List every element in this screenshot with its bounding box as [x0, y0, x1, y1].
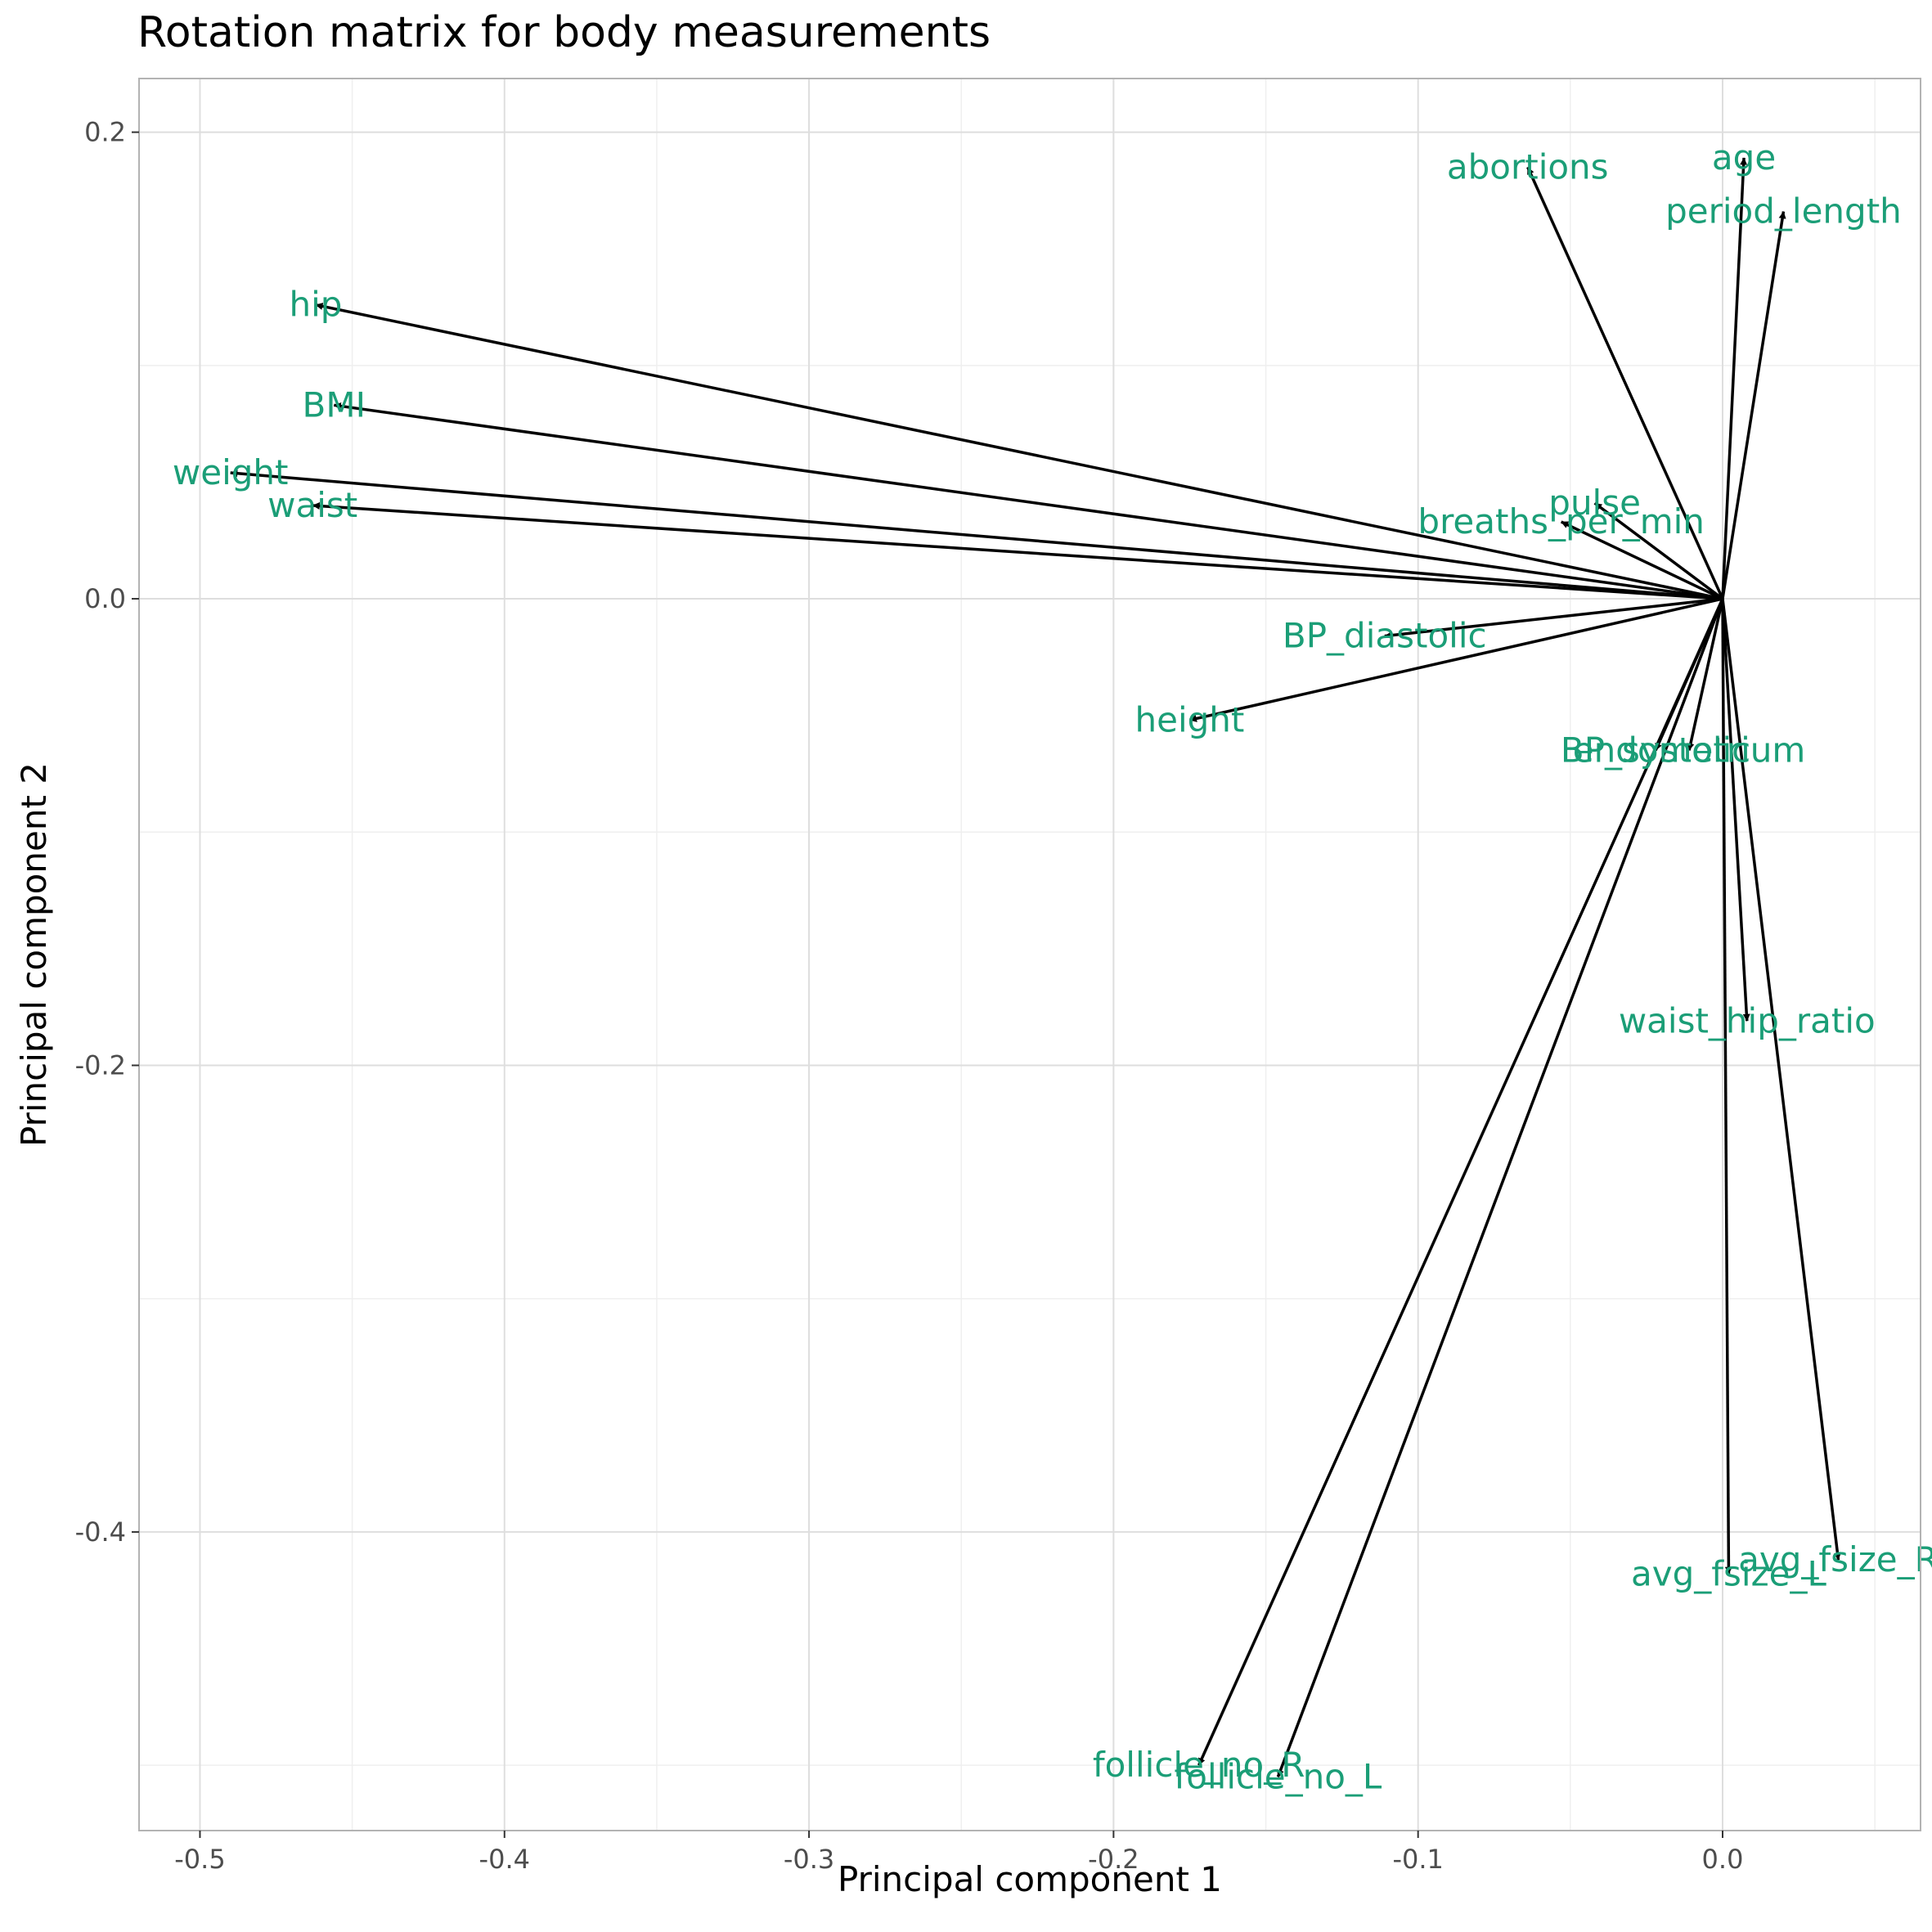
variable-labels: abortions ageperiod_lengthhipBMIweightwai…	[173, 137, 1932, 1796]
loading-arrow	[315, 303, 1723, 600]
y-tick-label: 0.2	[84, 117, 126, 148]
y-axis-title: Principal component 2	[14, 762, 54, 1147]
chart-title: Rotation matrix for body measurements	[137, 8, 991, 57]
y-tick-label: 0.0	[84, 583, 126, 614]
loading-arrow	[1276, 598, 1724, 1778]
major-gridlines	[139, 79, 1921, 1831]
loading-arrow	[230, 470, 1723, 600]
variable-label: period_length	[1665, 191, 1902, 231]
loading-arrow	[1721, 157, 1748, 600]
variable-label: follicle_no_L	[1175, 1756, 1382, 1796]
variable-label: avg_fsize_L	[1631, 1553, 1826, 1593]
x-axis-ticks: -0.5 -0.4 -0.3 -0.2 -0.1 0.0	[174, 1831, 1743, 1875]
x-tick-label: -0.1	[1392, 1844, 1443, 1875]
x-tick-label: 0.0	[1702, 1844, 1744, 1875]
loading-arrow	[1721, 598, 1841, 1561]
loading-arrow	[1721, 598, 1750, 1022]
variable-label: waist_hip_ratio	[1619, 1000, 1876, 1040]
loading-arrow	[1560, 520, 1723, 600]
variable-label: hip	[289, 285, 342, 325]
loading-arrows	[230, 157, 1841, 1778]
variable-label: weight	[173, 452, 289, 492]
y-axis-ticks: 0.2 0.0 -0.2 -0.4	[75, 117, 139, 1548]
loading-arrow	[1687, 598, 1724, 751]
minor-gridlines	[139, 79, 1921, 1831]
x-tick-label: -0.2	[1088, 1844, 1139, 1875]
x-tick-label: -0.3	[784, 1844, 834, 1875]
loading-arrow	[1197, 598, 1724, 1766]
variable-label: age	[1712, 137, 1776, 177]
variable-label: breaths_per_min	[1418, 501, 1705, 541]
loading-arrow	[312, 502, 1723, 600]
variable-label: BP_diastolic	[1283, 616, 1487, 656]
loading-arrow	[1721, 211, 1786, 600]
loading-arrow	[1384, 597, 1723, 640]
variable-label: endometrium	[1573, 730, 1806, 770]
panel-border	[138, 78, 1921, 1831]
variable-label: waist	[267, 485, 357, 525]
variable-label: pulse	[1548, 483, 1641, 523]
variable-label: avg_fsize_R	[1738, 1539, 1932, 1579]
variable-label: follicle_no_R	[1093, 1745, 1305, 1785]
x-tick-label: -0.4	[479, 1844, 530, 1875]
variable-label: BP_systolic	[1561, 730, 1750, 770]
x-tick-label: -0.5	[174, 1844, 225, 1875]
variable-label: height	[1135, 699, 1245, 739]
variable-label: BMI	[303, 384, 366, 425]
loading-arrow	[1526, 166, 1724, 600]
y-tick-label: -0.4	[75, 1516, 126, 1548]
loading-arrow	[1593, 501, 1724, 600]
loading-arrow	[333, 402, 1723, 600]
x-axis-title: Principal component 1	[838, 1859, 1222, 1899]
y-tick-label: -0.2	[75, 1049, 126, 1081]
loading-arrow	[1189, 597, 1723, 722]
loading-arrow	[1721, 599, 1732, 1575]
variable-label: abortions	[1447, 146, 1609, 186]
